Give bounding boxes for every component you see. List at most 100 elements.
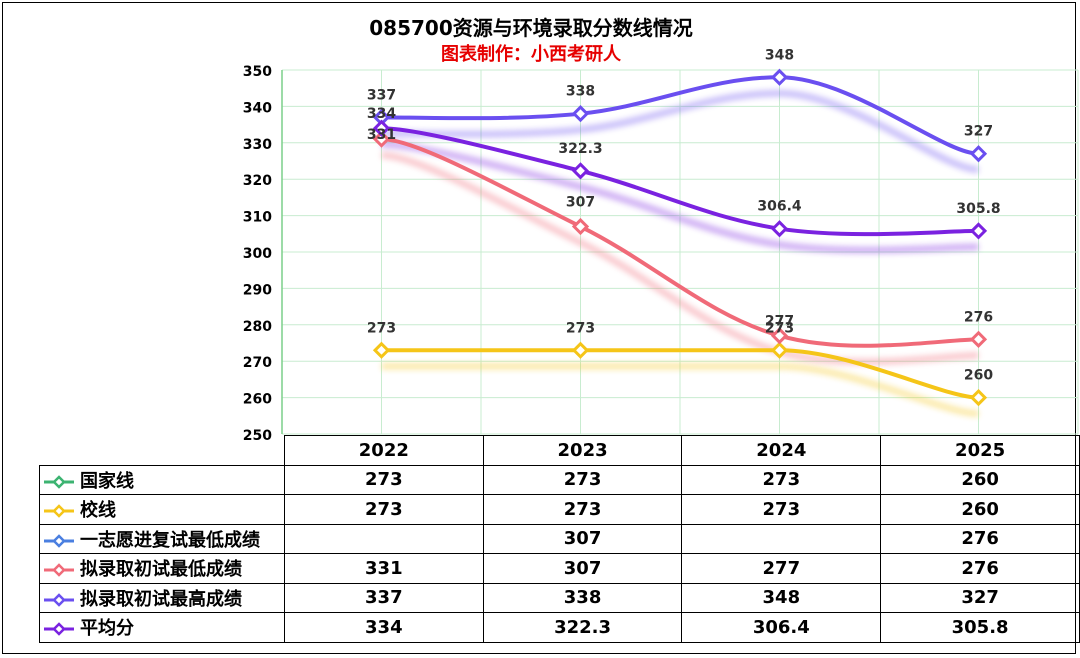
- data-labels: 273 273 273 260 331 307 277 276 337 338 348 327 334 3…: [367, 47, 1001, 383]
- row-label-text: 拟录取初试最高成绩: [80, 588, 242, 610]
- table-cell: 307: [482, 523, 683, 554]
- table-row: 拟录取初试最高成绩 337 338 348 327: [39, 582, 1080, 613]
- table-row-label: 平均分: [39, 612, 285, 643]
- table-cell: 273: [283, 494, 484, 525]
- table-cell: [283, 523, 484, 554]
- table-cell: 334: [283, 612, 484, 643]
- series-5-point: [571, 162, 590, 180]
- series-1-point: [571, 341, 590, 359]
- table-row: 校线 273 273 273 260: [39, 494, 1080, 525]
- series-5-point: [372, 119, 391, 137]
- series-5-data-label: 334: [367, 106, 396, 122]
- table-row-label: 国家线: [39, 464, 285, 495]
- table-cell: 273: [283, 464, 484, 495]
- table-row: 拟录取初试最低成绩 331 307 277 276: [39, 553, 1080, 584]
- row-label-text: 拟录取初试最低成绩: [80, 559, 242, 581]
- table-header-row: 2022 2023 2024 2025: [39, 435, 1080, 466]
- series-3-data-label: 307: [566, 195, 595, 211]
- series-4-point: [770, 68, 789, 86]
- y-tick-label: 310: [243, 210, 272, 226]
- series-4-data-label: 338: [566, 84, 595, 100]
- series-1-point: [372, 341, 391, 359]
- series-1-point: [969, 388, 988, 407]
- table-cell: 260: [880, 464, 1080, 495]
- y-tick-label: 340: [243, 100, 272, 116]
- series-4-data-label: 337: [367, 87, 396, 103]
- table-cell: 331: [283, 553, 484, 584]
- series-3-shadow: [381, 151, 979, 366]
- legend-diamond-icon: [44, 622, 74, 637]
- table-row-label: 一志愿进复试最低成绩: [39, 523, 285, 554]
- table-cell: 276: [880, 553, 1080, 584]
- series-4-line: [379, 75, 981, 156]
- table-cell: 273: [681, 464, 882, 495]
- chart-subtitle: 图表制作：小西考研人: [441, 44, 621, 65]
- series-5-line: [379, 126, 981, 237]
- table-cell: 260: [880, 494, 1080, 525]
- series-3-data-label: 276: [964, 309, 993, 325]
- table-row: 国家线 273 273 273 260: [39, 464, 1080, 495]
- data-table: 2022 2023 2024 2025 国家线 273 273 273 260 校线 273 273 2…: [39, 435, 1080, 643]
- legend-diamond-icon: [44, 474, 74, 489]
- y-tick-label: 320: [243, 173, 272, 189]
- row-label-text: 校线: [80, 500, 116, 522]
- table-row: 平均分 334 322.3 306.4 305.8: [39, 612, 1080, 643]
- series-1-shadow: [381, 362, 979, 418]
- table-cell: [681, 523, 882, 554]
- series-4-data-label: 348: [765, 47, 794, 63]
- series-1-line: [379, 348, 981, 400]
- series-1-data-label: 273: [566, 320, 595, 336]
- table-header-cell: 2022: [283, 435, 484, 466]
- series-1-data-label: 260: [964, 368, 993, 384]
- series-5-shadow: [381, 140, 979, 254]
- table-cell: 273: [482, 494, 683, 525]
- y-tick-label: 330: [243, 137, 272, 153]
- series-lines: [379, 75, 981, 400]
- row-label-text: 国家线: [80, 470, 134, 492]
- table-header-cell: 2023: [482, 435, 683, 466]
- table-row-label: 拟录取初试最高成绩: [39, 582, 285, 613]
- series-markers: [372, 68, 988, 407]
- table-cell: 277: [681, 553, 882, 584]
- table-cell: 322.3: [482, 612, 683, 643]
- table-row-label: 校线: [39, 494, 285, 525]
- series-3-data-label: 277: [765, 314, 794, 330]
- table-cell: 273: [681, 494, 882, 525]
- table-cell: 306.4: [681, 612, 882, 643]
- series-3-point: [571, 217, 590, 236]
- table-corner: [39, 435, 285, 466]
- table-cell: 337: [283, 582, 484, 613]
- series-5-point: [969, 222, 988, 240]
- y-tick-label: 270: [243, 355, 272, 371]
- y-tick-label: 350: [243, 64, 272, 80]
- series-4-data-label: 327: [964, 124, 993, 140]
- legend-diamond-icon: [44, 533, 74, 548]
- table-cell: 305.8: [880, 612, 1080, 643]
- table-cell: 348: [681, 582, 882, 613]
- table-cell: 307: [482, 553, 683, 584]
- table-cell: 327: [880, 582, 1080, 613]
- series-5-data-label: 305.8: [956, 201, 1000, 217]
- series-4-point: [969, 145, 988, 163]
- y-tick-label: 290: [243, 282, 272, 298]
- table-row: 一志愿进复试最低成绩 307 276: [39, 523, 1080, 554]
- series-5-data-label: 306.4: [757, 199, 802, 215]
- series-3-data-label: 331: [367, 127, 396, 143]
- table-cell: 276: [880, 523, 1080, 554]
- series-3-point: [969, 330, 988, 348]
- table-header-cell: 2025: [880, 435, 1080, 466]
- y-tick-label: 300: [243, 246, 272, 262]
- series-3-point: [770, 327, 789, 345]
- series-5-data-label: 322.3: [558, 141, 602, 157]
- row-label-text: 平均分: [80, 618, 134, 640]
- row-label-text: 一志愿进复试最低成绩: [80, 529, 260, 551]
- series-1-data-label: 273: [765, 320, 794, 336]
- series-shadows: [381, 89, 979, 418]
- series-4-shadow: [381, 89, 979, 174]
- legend-diamond-icon: [44, 592, 74, 607]
- legend-diamond-icon: [44, 563, 74, 578]
- series-4-point: [571, 105, 590, 123]
- chart-title: 085700资源与环境录取分数线情况: [369, 16, 693, 40]
